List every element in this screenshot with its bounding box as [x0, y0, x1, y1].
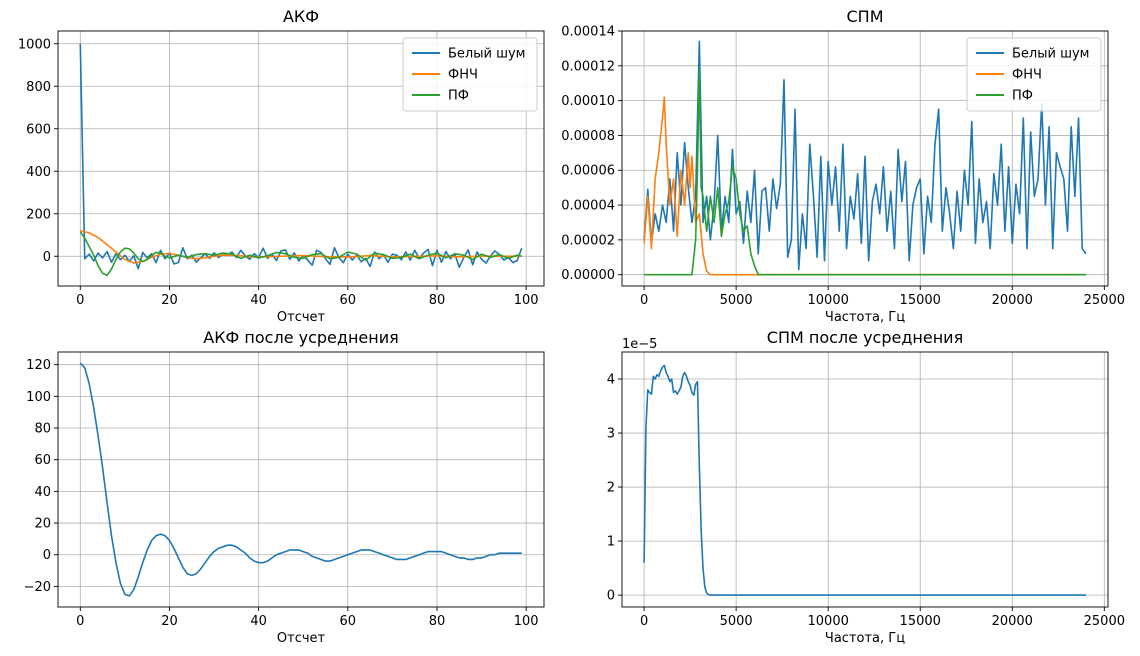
psd-avg-series-line-0 — [643, 364, 1086, 596]
psd-avg-ytick-label-1: 1 — [607, 535, 615, 550]
akf-legend-label-1: ФНЧ — [448, 68, 478, 83]
akf-xtick-label-5: 100 — [514, 293, 539, 308]
akf-avg-ytick-label-2: 20 — [34, 517, 51, 532]
akf-xtick-label-0: 0 — [76, 293, 84, 308]
akf-avg-ytick-label-4: 60 — [34, 453, 51, 468]
akf-avg-ytick-label-3: 40 — [34, 485, 51, 500]
psd-axes-frame — [621, 30, 1109, 287]
psd-title: СПМ — [846, 7, 883, 26]
akf-axes-frame — [57, 30, 545, 287]
psd-xtick-label-2: 10000 — [808, 293, 849, 308]
psd-avg-xtick-label-1: 5000 — [720, 614, 753, 629]
akf-ytick-label-2: 400 — [26, 165, 51, 180]
akf-title: АКФ — [283, 7, 319, 26]
akf-legend-box — [402, 37, 538, 112]
psd-avg-xtick-label-2: 10000 — [808, 614, 849, 629]
akf-xlabel: Отсчет — [277, 310, 326, 325]
akf-legend-label-0: Белый шум — [448, 47, 525, 62]
akf-avg-xtick-label-0: 0 — [76, 614, 84, 629]
akf-avg-axes-frame — [57, 351, 545, 608]
akf-xtick-label-4: 80 — [429, 293, 446, 308]
psd-legend: Белый шум ФНЧ ПФ — [966, 37, 1102, 112]
akf-xtick-label-1: 20 — [161, 293, 178, 308]
akf-ytick-label-5: 1000 — [18, 37, 51, 52]
akf-ytick-label-3: 600 — [26, 122, 51, 137]
psd-avg-offset-label: 1e−5 — [622, 337, 657, 352]
chart-psd-averaged: 0 5000 10000 15000 20000 25000 0 1 2 3 4 СПМ после … — [607, 328, 1125, 646]
akf-avg-plot-area — [58, 352, 544, 607]
psd-legend-label-1: ФНЧ — [1012, 68, 1042, 83]
psd-xtick-label-1: 5000 — [720, 293, 753, 308]
psd-ytick-label-7: 0.00014 — [561, 25, 615, 40]
psd-ytick-label-6: 0.00012 — [561, 59, 615, 74]
akf-xtick-label-3: 60 — [340, 293, 357, 308]
psd-legend-box — [966, 37, 1102, 112]
akf-series-line-2 — [79, 231, 522, 277]
akf-avg-xtick-label-3: 60 — [340, 614, 357, 629]
psd-series-line-1 — [643, 96, 1086, 276]
psd-xtick-label-5: 25000 — [1084, 293, 1125, 308]
psd-series-line-0 — [643, 40, 1087, 271]
psd-legend-label-2: ПФ — [1012, 89, 1033, 104]
chart-psd: 0 5000 10000 15000 20000 25000 0.00000 0.00002 0… — [561, 7, 1125, 325]
akf-avg-xtick-label-1: 20 — [161, 614, 178, 629]
psd-ytick-label-4: 0.00008 — [561, 129, 615, 144]
akf-legend: Белый шум ФНЧ ПФ — [402, 37, 538, 112]
psd-avg-ytick-label-3: 3 — [607, 427, 615, 442]
psd-avg-title: СПМ после усреднения — [767, 328, 963, 347]
psd-avg-axes-frame — [621, 351, 1109, 608]
akf-ytick-label-0: 0 — [43, 250, 51, 265]
psd-ytick-label-2: 0.00004 — [561, 199, 615, 214]
chart-akf-averaged: 0 20 40 60 80 100 −20 0 20 40 60 80 100 120 АКФ после … — [24, 328, 545, 646]
psd-xlabel: Частота, Гц — [825, 310, 905, 325]
akf-avg-xlabel: Отсчет — [277, 631, 326, 646]
akf-avg-ytick-label-1: 0 — [43, 548, 51, 563]
psd-ytick-label-3: 0.00006 — [561, 164, 615, 179]
psd-xtick-label-4: 20000 — [992, 293, 1033, 308]
psd-xtick-label-0: 0 — [640, 293, 648, 308]
akf-ytick-label-1: 200 — [26, 207, 51, 222]
psd-ytick-label-5: 0.00010 — [561, 94, 615, 109]
psd-avg-xtick-label-0: 0 — [640, 614, 648, 629]
akf-avg-xtick-label-2: 40 — [250, 614, 267, 629]
chart-akf: 0 20 40 60 80 10002004006008001000АКФОтсчетБе… — [18, 7, 545, 325]
akf-ytick-label-4: 800 — [26, 80, 51, 95]
akf-avg-ytick-label-0: −20 — [24, 580, 51, 595]
psd-avg-ytick-label-0: 0 — [607, 589, 615, 604]
akf-xtick-label-2: 40 — [250, 293, 267, 308]
psd-legend-label-0: Белый шум — [1012, 47, 1089, 62]
akf-avg-title: АКФ после усреднения — [203, 328, 398, 347]
akf-legend-label-2: ПФ — [448, 89, 469, 104]
akf-avg-ytick-label-7: 120 — [26, 358, 51, 373]
psd-avg-xlabel: Частота, Гц — [825, 631, 905, 646]
akf-avg-series-line-0 — [79, 362, 522, 597]
psd-ytick-label-0: 0.00000 — [561, 268, 615, 283]
psd-ytick-label-1: 0.00002 — [561, 233, 615, 248]
psd-avg-xtick-label-3: 15000 — [900, 614, 941, 629]
psd-xtick-label-3: 15000 — [900, 293, 941, 308]
akf-avg-xtick-label-5: 100 — [514, 614, 539, 629]
psd-avg-ytick-label-2: 2 — [607, 481, 615, 496]
akf-avg-xtick-label-4: 80 — [429, 614, 446, 629]
akf-series-line-1 — [80, 229, 522, 264]
akf-avg-ytick-label-6: 100 — [26, 390, 51, 405]
psd-avg-ytick-label-4: 4 — [607, 373, 615, 388]
akf-avg-ytick-label-5: 80 — [34, 422, 51, 437]
psd-series-line-2 — [644, 68, 1086, 276]
psd-avg-xtick-label-4: 20000 — [992, 614, 1033, 629]
psd-avg-xtick-label-5: 25000 — [1084, 614, 1125, 629]
